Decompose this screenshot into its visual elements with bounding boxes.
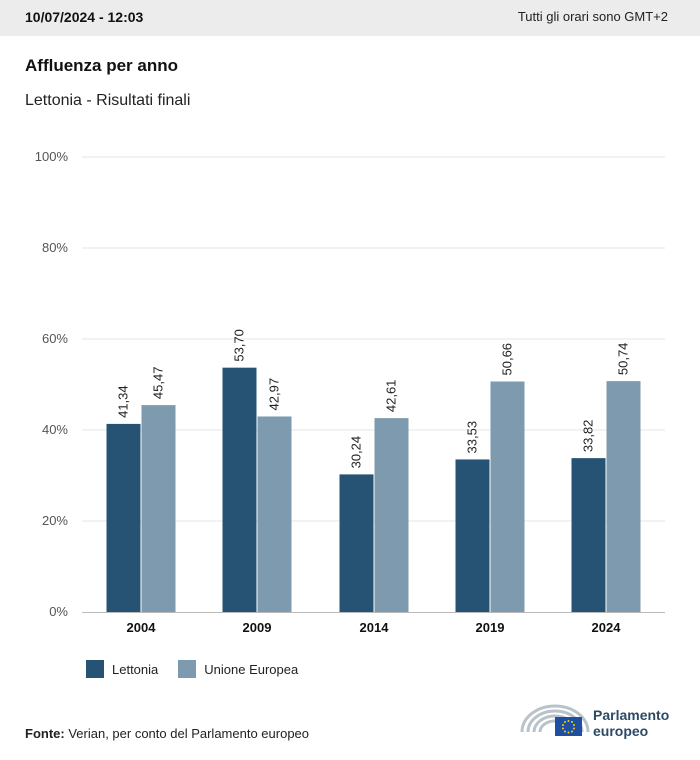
bar-lettonia-2019 <box>455 459 490 612</box>
x-tick-label: 2019 <box>476 620 505 635</box>
logo-text: Parlamento europeo <box>593 707 669 739</box>
legend-swatch-ue <box>178 660 197 678</box>
data-label: 53,70 <box>232 329 247 362</box>
bar-lettonia-2014 <box>339 474 374 612</box>
timezone-note: Tutti gli orari sono GMT+2 <box>517 9 668 24</box>
chart-title: Affluenza per anno <box>25 56 179 75</box>
legend-swatch-lettonia <box>86 660 104 678</box>
bar-ue-2024 <box>606 381 641 612</box>
chart-subtitle: Lettonia - Risultati finali <box>25 92 191 109</box>
top-bar: 10/07/2024 - 12:03 Tutti gli orari sono … <box>0 0 700 36</box>
y-tick-label: 40% <box>42 422 68 437</box>
legend-item-ue: Unione Europea <box>178 660 298 678</box>
data-label: 50,74 <box>616 343 631 376</box>
bar-ue-2004 <box>141 405 176 612</box>
bar-lettonia-2024 <box>571 458 606 612</box>
timestamp: 10/07/2024 - 12:03 <box>25 9 144 25</box>
hemicycle-icon <box>520 704 590 736</box>
legend-label-ue: Unione Europea <box>204 661 299 677</box>
y-tick-label: 20% <box>42 513 68 528</box>
source-text: Verian, per conto del Parlamento europeo <box>68 726 310 741</box>
y-tick-label: 60% <box>42 331 68 346</box>
data-label: 33,82 <box>581 420 596 453</box>
legend-item-lettonia: Lettonia <box>86 660 158 678</box>
y-tick-label: 0% <box>49 604 68 619</box>
x-tick-label: 2024 <box>592 620 622 635</box>
turnout-bar-chart: 0% 20% 40% 60% 80% 100% 41,34 45,47 2004 53,70 42,… <box>35 149 665 635</box>
x-tick-label: 2014 <box>360 620 390 635</box>
legend-label-lettonia: Lettonia <box>112 661 159 677</box>
chart-legend: Lettonia Unione Europea <box>86 660 318 678</box>
eu-flag-icon <box>555 717 582 736</box>
parliament-logo: Parlamento europeo <box>520 700 690 742</box>
y-tick-label: 100% <box>35 149 69 164</box>
data-label: 45,47 <box>151 367 166 400</box>
bar-ue-2019 <box>490 381 525 612</box>
data-label: 33,53 <box>465 421 480 454</box>
bar-ue-2009 <box>257 416 292 612</box>
logo-line1: Parlamento <box>593 707 670 723</box>
x-tick-label: 2004 <box>127 620 157 635</box>
bar-lettonia-2004 <box>106 423 141 612</box>
source-label: Fonte: <box>25 726 65 741</box>
data-label: 42,97 <box>267 378 282 411</box>
bar-ue-2014 <box>374 418 409 612</box>
bar-lettonia-2009 <box>222 367 257 612</box>
x-tick-label: 2009 <box>243 620 272 635</box>
source-note: Fonte: Verian, per conto del Parlamento … <box>25 726 309 741</box>
logo-line2: europeo <box>593 723 649 739</box>
data-label: 41,34 <box>116 385 131 418</box>
data-label: 42,61 <box>384 380 399 413</box>
y-tick-label: 80% <box>42 240 68 255</box>
data-label: 30,24 <box>349 436 364 469</box>
data-label: 50,66 <box>500 343 515 376</box>
